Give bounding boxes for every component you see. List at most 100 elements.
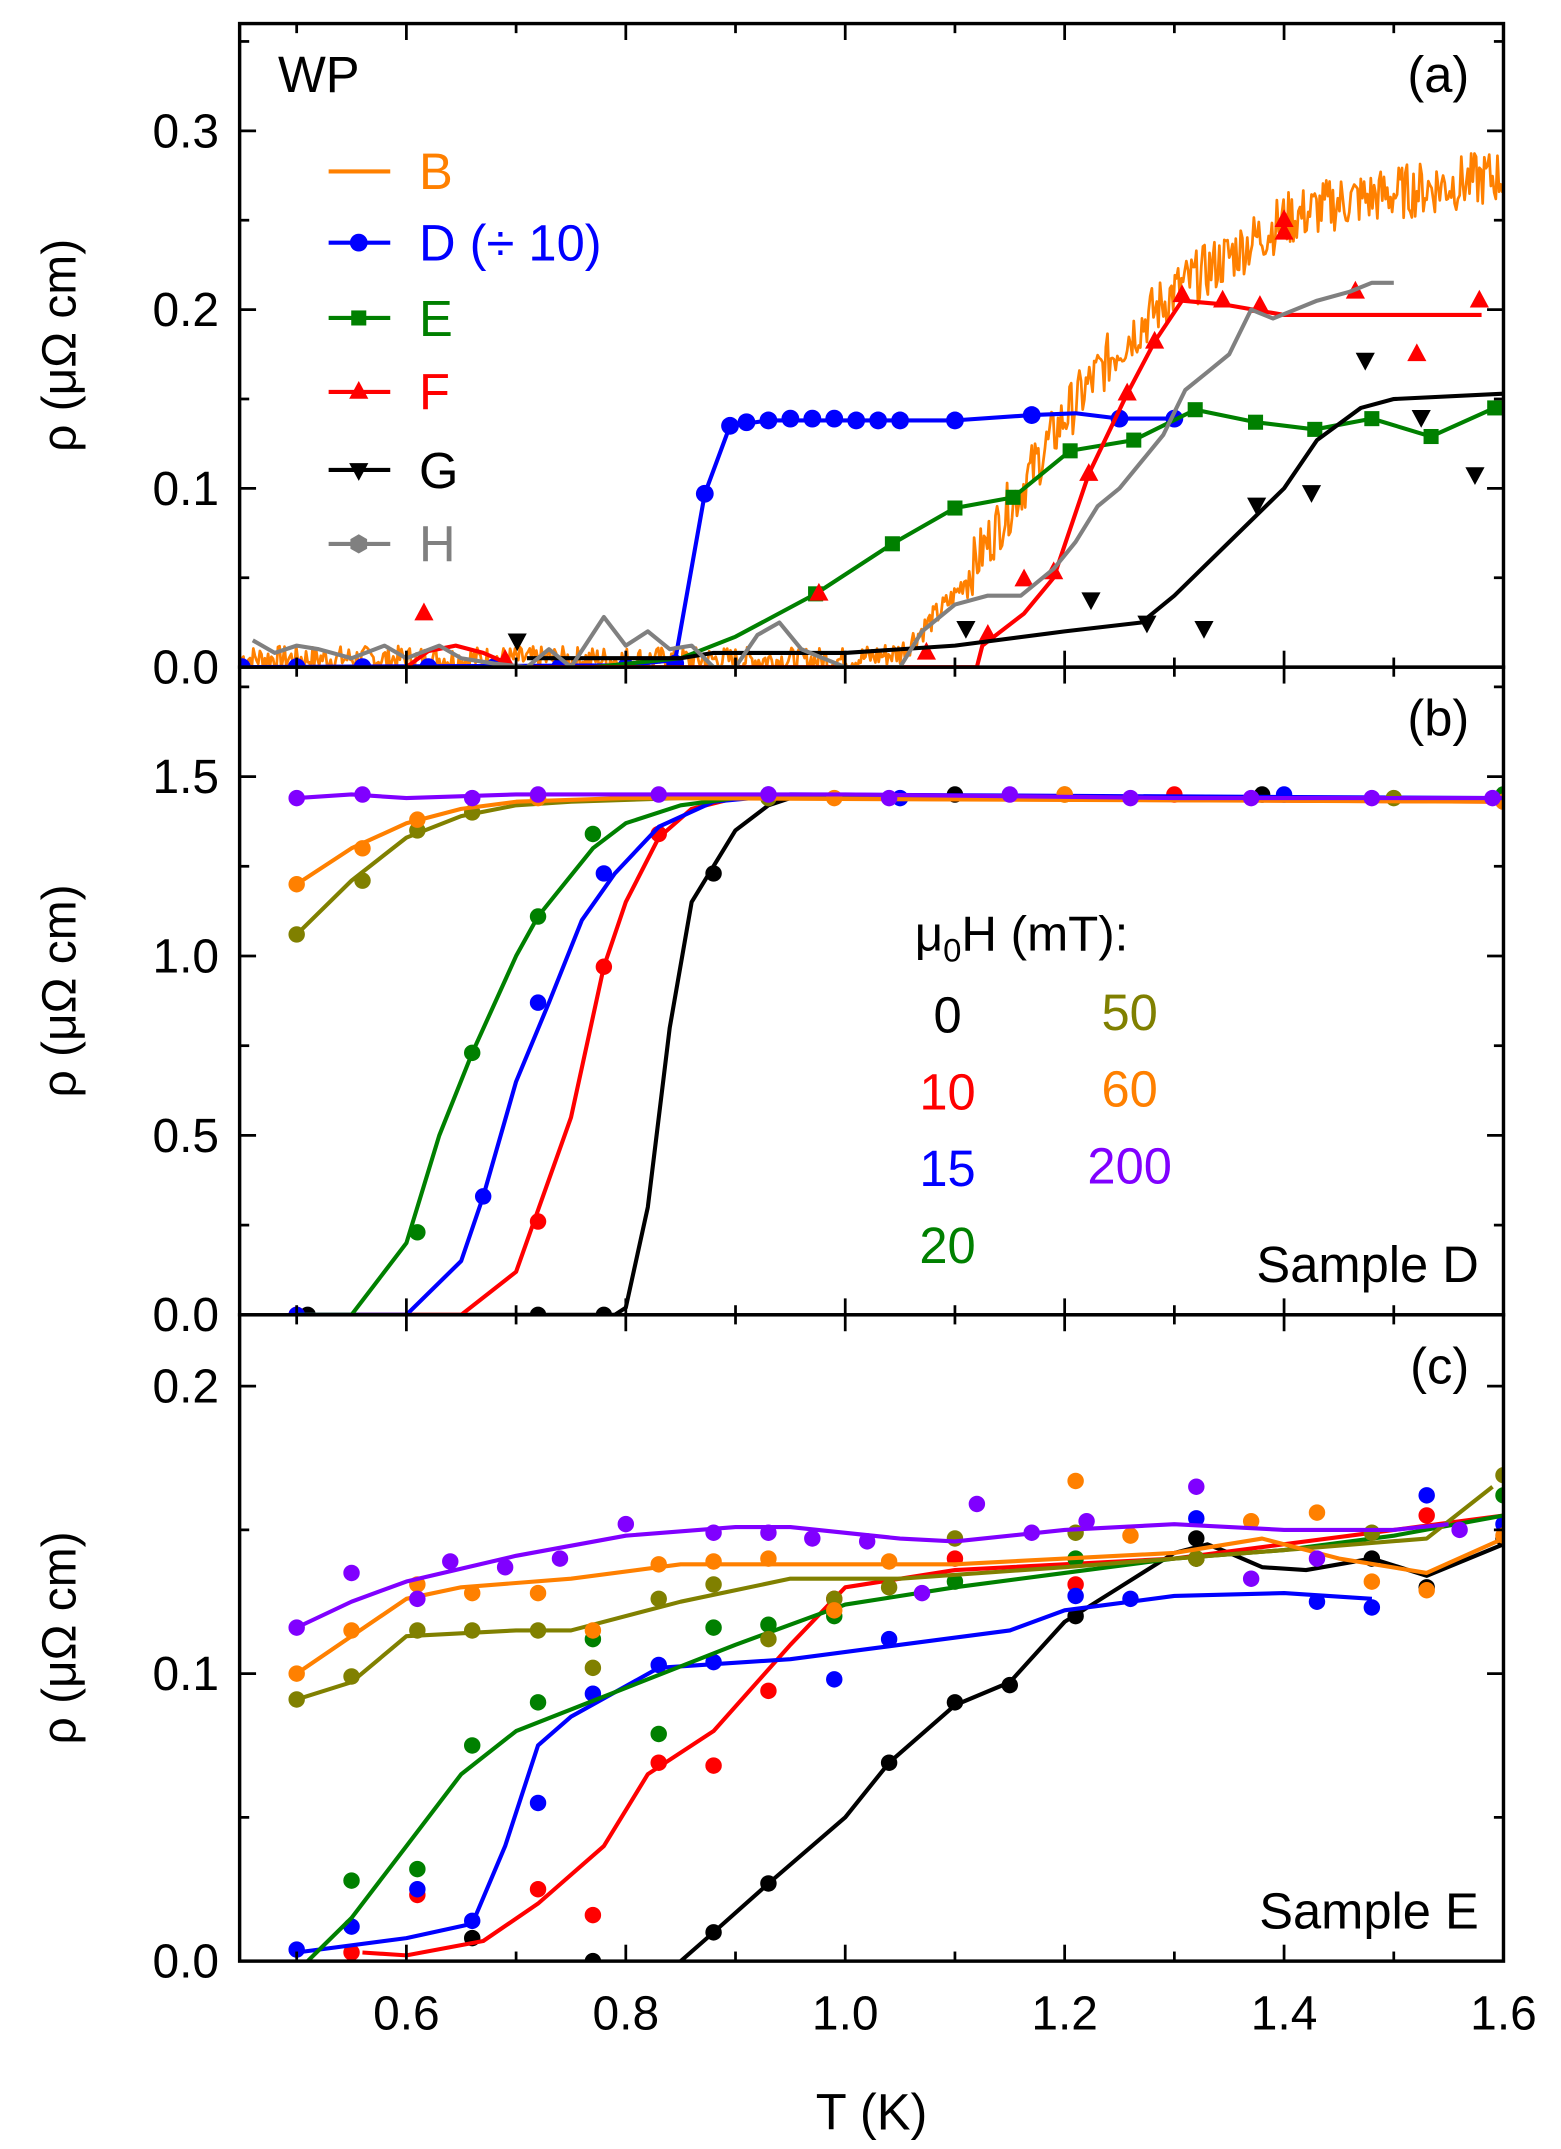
material-label: WP bbox=[278, 46, 360, 103]
data-point-10 bbox=[760, 1682, 777, 1700]
series-c-200 bbox=[288, 1478, 1468, 1636]
series-line-H bbox=[251, 280, 1394, 668]
data-point-E bbox=[1005, 489, 1021, 505]
series-line-50 bbox=[296, 1485, 1494, 1702]
series-c-15 bbox=[288, 1487, 1504, 1958]
y-tick-label: 1.5 bbox=[152, 751, 219, 804]
data-point-50 bbox=[354, 872, 371, 889]
legend-entry-0: 0 bbox=[933, 987, 961, 1044]
data-point-20 bbox=[584, 825, 602, 843]
y-tick-label: 0.3 bbox=[152, 105, 219, 158]
series-a-H bbox=[251, 280, 1394, 668]
data-point-20 bbox=[463, 1737, 481, 1754]
y-axis-label: ρ (μΩ cm) bbox=[33, 239, 86, 452]
data-point-200 bbox=[705, 1524, 722, 1541]
data-point-D bbox=[869, 411, 888, 430]
data-point-E bbox=[1062, 443, 1078, 459]
data-point-200 bbox=[1122, 789, 1139, 807]
data-point-20 bbox=[529, 1694, 547, 1711]
data-point-200 bbox=[463, 789, 481, 807]
data-point-F bbox=[414, 602, 434, 621]
data-point-F bbox=[1117, 382, 1137, 401]
data-point-60 bbox=[409, 811, 426, 828]
x-tick-label: 0.6 bbox=[373, 1988, 440, 2041]
x-tick-label: 0.8 bbox=[593, 1988, 660, 2041]
series-line-200 bbox=[295, 1522, 1449, 1630]
legend-item-B: B bbox=[328, 143, 453, 200]
data-point-0 bbox=[584, 1952, 602, 1962]
data-point-60 bbox=[1242, 1513, 1260, 1530]
series-line-0 bbox=[296, 795, 1504, 1315]
data-point-50 bbox=[826, 1590, 843, 1608]
series-b-50 bbox=[288, 786, 1504, 943]
legend-marker-hexagon bbox=[350, 534, 368, 554]
data-point-200 bbox=[1242, 1570, 1260, 1587]
data-point-F bbox=[1274, 209, 1294, 228]
panel-label: (a) bbox=[1407, 46, 1469, 103]
data-point-60 bbox=[826, 789, 843, 807]
data-point-200 bbox=[354, 786, 371, 803]
data-point-15 bbox=[463, 1912, 481, 1930]
data-point-60 bbox=[760, 1550, 777, 1567]
data-point-200 bbox=[1001, 786, 1019, 803]
data-point-10 bbox=[705, 1757, 722, 1774]
y-tick-label: 0.2 bbox=[152, 284, 219, 337]
y-axis-label: ρ (μΩ cm) bbox=[33, 1531, 86, 1744]
sample-label: Sample E bbox=[1259, 1882, 1479, 1939]
series-b-200 bbox=[288, 786, 1504, 807]
data-point-200 bbox=[858, 1533, 876, 1550]
legend-title-sub: 0 bbox=[943, 932, 961, 969]
y-tick-label: 0.0 bbox=[152, 1289, 219, 1342]
data-point-E bbox=[947, 500, 963, 516]
data-point-10 bbox=[343, 1944, 360, 1961]
data-point-F bbox=[1213, 289, 1233, 308]
data-point-F bbox=[1274, 221, 1294, 240]
data-point-200 bbox=[804, 1530, 821, 1547]
legend-title-suffix: H (mT): bbox=[961, 907, 1128, 962]
y-axis-label: ρ (μΩ cm) bbox=[33, 884, 86, 1097]
data-point-E bbox=[1307, 421, 1323, 437]
data-point-50 bbox=[1363, 1524, 1381, 1541]
data-point-200 bbox=[1451, 1521, 1468, 1539]
data-point-G bbox=[1465, 467, 1485, 486]
data-point-200 bbox=[1242, 789, 1260, 807]
data-point-200 bbox=[1484, 789, 1501, 807]
data-point-15 bbox=[1122, 1590, 1139, 1608]
data-point-60 bbox=[880, 1553, 898, 1570]
data-point-20 bbox=[409, 1860, 426, 1878]
data-point-200 bbox=[288, 789, 305, 807]
y-tick-label: 0.0 bbox=[152, 642, 219, 695]
data-point-10 bbox=[584, 1906, 602, 1924]
data-point-D bbox=[1022, 406, 1041, 424]
data-point-G bbox=[1137, 615, 1157, 634]
data-point-50 bbox=[343, 1668, 360, 1685]
legend-label: D (÷ 10) bbox=[419, 214, 602, 271]
data-point-200 bbox=[288, 1619, 305, 1636]
legend-entry-60: 60 bbox=[1101, 1061, 1157, 1118]
data-point-20 bbox=[705, 1619, 722, 1636]
data-point-15 bbox=[1308, 1593, 1326, 1610]
data-point-20 bbox=[760, 1616, 777, 1633]
y-tick-label: 1.0 bbox=[152, 930, 219, 983]
x-tick-label: 1.0 bbox=[812, 1988, 879, 2041]
plot-area bbox=[288, 786, 1504, 1315]
data-point-60 bbox=[463, 1584, 481, 1602]
data-point-50 bbox=[463, 1622, 481, 1639]
data-point-15 bbox=[595, 865, 613, 882]
data-point-50 bbox=[409, 1622, 426, 1639]
plot-area bbox=[288, 1467, 1504, 1962]
series-line-20 bbox=[296, 795, 1504, 1315]
data-point-15 bbox=[288, 1941, 305, 1958]
data-point-G bbox=[1411, 410, 1431, 428]
data-point-200 bbox=[968, 1495, 986, 1513]
data-point-0 bbox=[946, 1694, 964, 1711]
data-point-20 bbox=[463, 1044, 481, 1062]
data-point-F bbox=[1250, 295, 1270, 313]
data-point-200 bbox=[343, 1564, 360, 1582]
data-point-200 bbox=[760, 1524, 777, 1541]
data-point-F bbox=[1172, 284, 1192, 303]
y-tick-label: 0.2 bbox=[152, 1361, 219, 1414]
data-point-15 bbox=[409, 1881, 426, 1898]
